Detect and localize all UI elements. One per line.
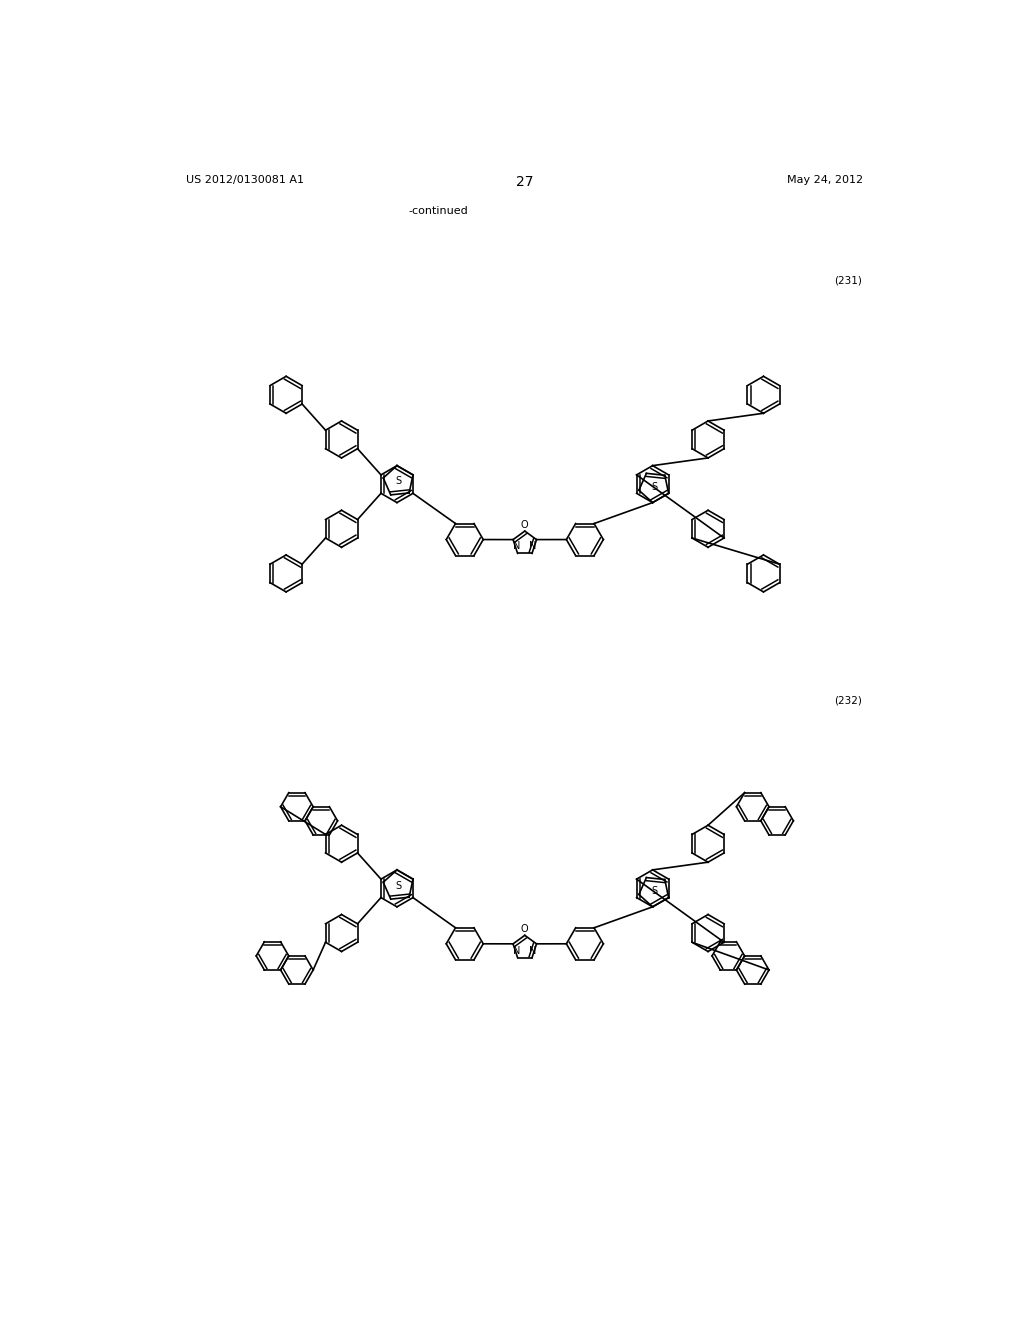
Text: S: S [395,880,401,891]
Text: US 2012/0130081 A1: US 2012/0130081 A1 [186,176,304,185]
Text: N: N [529,541,537,552]
Text: S: S [651,886,657,896]
Text: (232): (232) [835,696,862,705]
Text: May 24, 2012: May 24, 2012 [787,176,863,185]
Text: N: N [529,945,537,956]
Text: 27: 27 [516,176,534,189]
Text: (231): (231) [835,276,862,285]
Text: O: O [521,520,528,529]
Text: S: S [395,477,401,486]
Text: N: N [513,541,520,552]
Text: O: O [521,924,528,933]
Text: -continued: -continued [409,206,468,216]
Text: S: S [651,482,657,492]
Text: N: N [513,945,520,956]
